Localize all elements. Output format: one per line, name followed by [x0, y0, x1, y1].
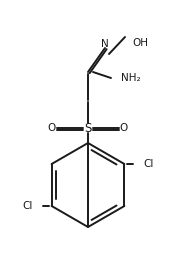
Text: Cl: Cl	[143, 159, 154, 169]
Text: Cl: Cl	[22, 201, 33, 211]
Text: OH: OH	[132, 38, 148, 48]
Text: O: O	[120, 123, 128, 133]
Text: NH₂: NH₂	[121, 73, 141, 83]
Text: S: S	[84, 122, 92, 134]
Text: O: O	[48, 123, 56, 133]
Text: N: N	[101, 39, 109, 49]
